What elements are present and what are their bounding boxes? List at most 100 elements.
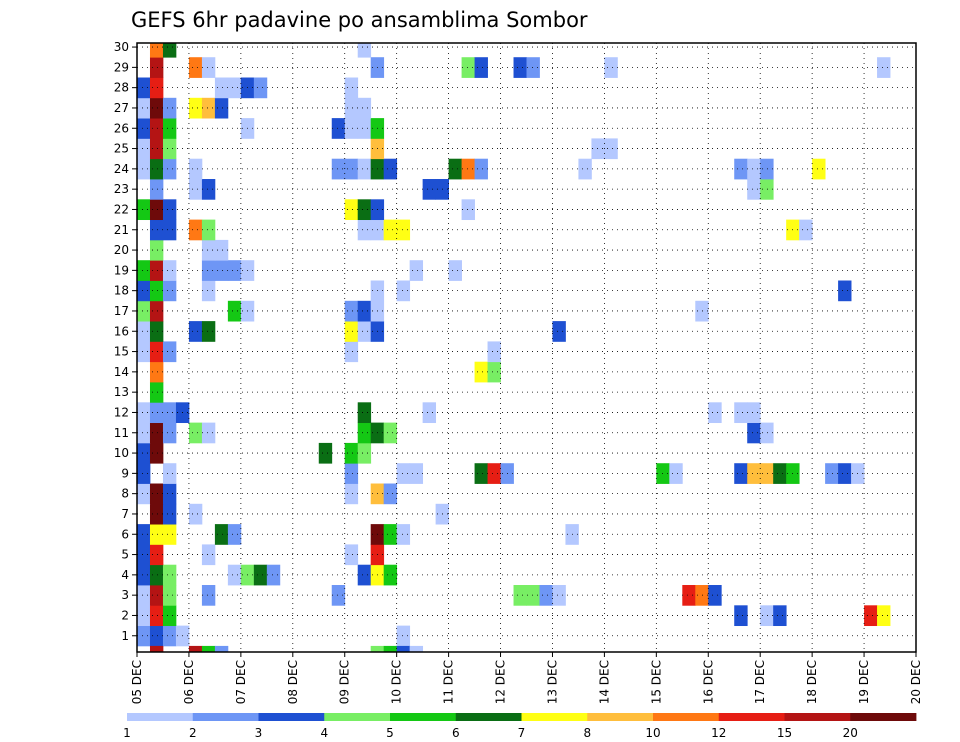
y-tick-label: 17: [114, 304, 129, 318]
x-tick-label: 16 DEC: [701, 660, 715, 704]
heatmap-cell: [422, 402, 437, 424]
heatmap-cell: [149, 239, 164, 261]
heatmap-cell: [838, 463, 852, 484]
heatmap-cell: [137, 97, 151, 119]
heatmap-cell: [149, 422, 164, 444]
heatmap-cell: [162, 97, 177, 119]
heatmap-cell: [474, 158, 488, 180]
heatmap-cell: [513, 57, 527, 78]
heatmap-cell: [162, 605, 177, 627]
heatmap-cell: [461, 57, 475, 78]
heatmap-cell: [448, 158, 462, 180]
heatmap-cell: [149, 382, 164, 403]
heatmap-cell: [825, 463, 839, 484]
heatmap-cell: [695, 300, 709, 322]
y-tick-label: 16: [114, 324, 129, 338]
heatmap-cell: [149, 605, 164, 627]
heatmap-cell: [344, 341, 359, 363]
heatmap-cell: [474, 57, 488, 78]
heatmap-cell: [149, 97, 164, 119]
colorbar-swatch: [718, 713, 785, 721]
heatmap-cell: [137, 158, 151, 180]
y-tick-label: 7: [121, 507, 129, 521]
heatmap-cell: [253, 77, 268, 99]
heatmap-cell: [461, 199, 475, 221]
y-tick-label: 26: [114, 121, 129, 135]
heatmap-cell: [227, 564, 242, 586]
heatmap-cell: [137, 260, 151, 281]
heatmap-cell: [357, 321, 372, 342]
heatmap-cell: [331, 158, 346, 180]
heatmap-cell: [162, 503, 177, 525]
heatmap-cell: [396, 645, 411, 653]
heatmap-cell: [137, 138, 151, 160]
heatmap-cell: [188, 321, 203, 342]
heatmap-cell: [383, 645, 398, 653]
heatmap-cell: [214, 77, 229, 99]
heatmap-cell: [162, 402, 177, 424]
heatmap-cell: [201, 179, 216, 200]
heatmap-cell: [188, 158, 203, 180]
heatmap-cell: [344, 97, 359, 119]
y-tick-label: 9: [121, 466, 129, 480]
heatmap-cell: [137, 118, 151, 139]
y-tick-label: 27: [114, 101, 129, 115]
heatmap-cell: [253, 564, 268, 586]
heatmap-cell: [370, 645, 385, 653]
colorbar-label: 2: [189, 726, 197, 740]
colorbar-label: 7: [518, 726, 526, 740]
heatmap-cell: [773, 605, 787, 627]
y-tick-label: 13: [114, 385, 129, 399]
heatmap-cell: [137, 280, 151, 302]
heatmap-cell: [474, 463, 488, 484]
heatmap-cell: [188, 179, 203, 200]
heatmap-cell: [760, 463, 774, 484]
heatmap-cell: [227, 77, 242, 99]
heatmap-cell: [513, 585, 527, 606]
heatmap-cell: [578, 158, 592, 180]
heatmap-cell: [149, 57, 164, 78]
heatmap-cell: [201, 97, 216, 119]
heatmap-cell: [149, 260, 164, 281]
heatmap-cell: [149, 585, 164, 606]
heatmap-cell: [137, 341, 151, 363]
x-axis: 05 DEC 06 DEC 07 DEC 08 DEC 09 DEC 10 DEC 11 D…: [130, 652, 923, 704]
heatmap-cell: [747, 422, 761, 444]
heatmap-cell: [344, 199, 359, 221]
heatmap-cell: [137, 402, 151, 424]
y-tick-label: 29: [114, 60, 129, 74]
y-tick-label: 10: [114, 446, 129, 460]
heatmap-cell: [149, 503, 164, 525]
heatmap-cell: [409, 645, 424, 653]
heatmap-cell: [747, 463, 761, 484]
heatmap-cell: [357, 422, 372, 444]
heatmap-cell: [214, 524, 229, 545]
y-tick-label: 19: [114, 263, 129, 277]
heatmap-cell: [409, 463, 424, 484]
heatmap-cell: [474, 361, 488, 383]
heatmap-cell: [137, 442, 151, 464]
heatmap-cell: [137, 564, 151, 586]
heatmap-cell: [214, 645, 229, 653]
x-tick-label: 10 DEC: [390, 660, 404, 704]
colorbar-swatch: [324, 713, 391, 721]
heatmap-cell: [162, 463, 177, 484]
heatmap-cell: [227, 300, 242, 322]
heatmap-cell: [552, 321, 566, 342]
colorbar: 1 2 3 4 5 6 7 8 10 12 15 20: [123, 713, 917, 740]
y-tick-label: 23: [114, 182, 129, 196]
x-tick-label: 12 DEC: [494, 660, 508, 704]
x-tick-label: 07 DEC: [234, 660, 248, 704]
heatmap-cell: [357, 97, 372, 119]
colorbar-swatch: [850, 713, 917, 721]
y-tick-label: 21: [114, 223, 129, 237]
x-tick-label: 17 DEC: [753, 660, 767, 704]
heatmap-cell: [422, 179, 437, 200]
x-tick-label: 05 DEC: [130, 660, 144, 704]
y-tick-label: 1: [121, 629, 129, 643]
heatmap-cell: [357, 118, 372, 139]
heatmap-cell: [552, 585, 566, 606]
heatmap-cell: [344, 321, 359, 342]
colorbar-label: 20: [843, 726, 858, 740]
